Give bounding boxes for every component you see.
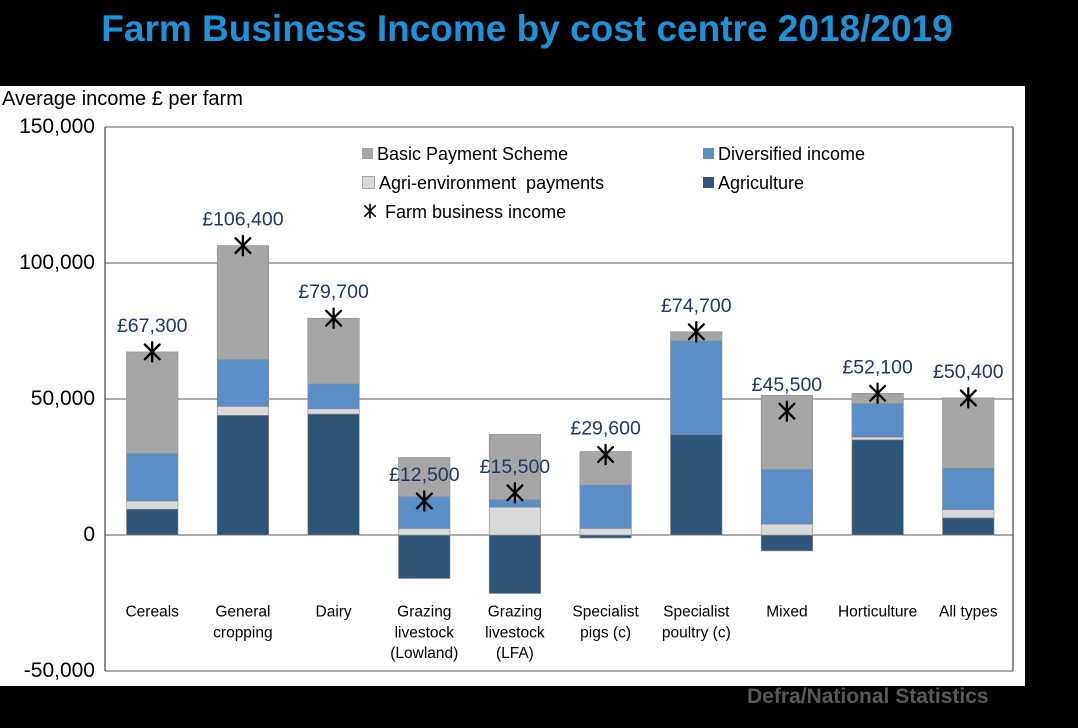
svg-text:Cereals: Cereals bbox=[125, 604, 179, 621]
svg-text:Grazing: Grazing bbox=[397, 604, 451, 621]
svg-text:£15,500: £15,500 bbox=[480, 456, 551, 478]
svg-text:Horticulture: Horticulture bbox=[838, 604, 917, 621]
svg-text:Dairy: Dairy bbox=[316, 604, 352, 621]
svg-text:livestock: livestock bbox=[485, 624, 545, 641]
svg-text:(LFA): (LFA) bbox=[496, 645, 534, 662]
svg-text:Specialist: Specialist bbox=[572, 604, 639, 621]
svg-text:£79,700: £79,700 bbox=[298, 281, 369, 303]
svg-text:pigs (c): pigs (c) bbox=[580, 624, 631, 641]
svg-text:Mixed: Mixed bbox=[766, 604, 807, 621]
svg-text:General: General bbox=[215, 604, 270, 621]
svg-text:£29,600: £29,600 bbox=[570, 418, 641, 440]
svg-text:£50,400: £50,400 bbox=[933, 361, 1004, 383]
svg-text:£106,400: £106,400 bbox=[202, 209, 283, 231]
svg-text:£67,300: £67,300 bbox=[117, 315, 188, 337]
svg-text:(Lowland): (Lowland) bbox=[390, 645, 458, 662]
svg-text:£52,100: £52,100 bbox=[842, 356, 913, 378]
svg-text:Specialist: Specialist bbox=[663, 604, 730, 621]
svg-text:Grazing: Grazing bbox=[488, 604, 542, 621]
svg-text:£12,500: £12,500 bbox=[389, 464, 460, 486]
svg-text:cropping: cropping bbox=[213, 624, 272, 641]
svg-text:£74,700: £74,700 bbox=[661, 295, 732, 317]
svg-text:£45,500: £45,500 bbox=[752, 374, 823, 396]
svg-text:poultry (c): poultry (c) bbox=[662, 624, 731, 641]
svg-text:All types: All types bbox=[939, 604, 998, 621]
svg-text:livestock: livestock bbox=[395, 624, 455, 641]
